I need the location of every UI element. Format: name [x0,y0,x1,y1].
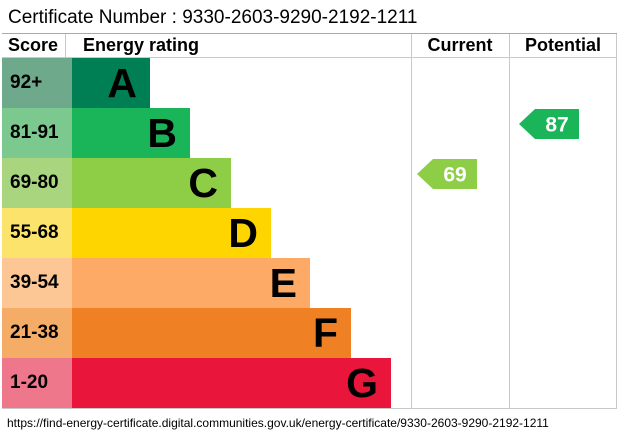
band-letter-d: D [228,210,258,256]
score-range-a: 92+ [10,72,43,93]
band-letter-c: C [188,160,218,206]
column-header-energy-rating: Energy rating [83,35,200,55]
score-range-e: 39-54 [10,272,59,293]
table-top-border [2,33,617,34]
potential-arrow-shape [519,109,579,139]
column-header-score: Score [8,35,59,55]
score-column-divider [65,34,66,57]
band-letter-b: B [147,110,177,156]
score-cell-g: 1-20 [2,358,72,408]
score-cell-d: 55-68 [2,208,72,258]
band-bar-f: F [72,308,351,358]
score-cell-e: 39-54 [2,258,72,308]
header-underline [2,57,617,58]
score-cell-a: 92+ [2,58,72,108]
table-right-border [616,34,617,408]
band-letter-f: F [312,310,338,356]
score-range-g: 1-20 [10,372,49,393]
column-header-potential: Potential [524,35,601,55]
current-arrow-shape [417,159,477,189]
certificate-number: Certificate Number : 9330-2603-9290-2192… [8,7,418,28]
current-column-divider [411,34,412,408]
current-arrow: 69 [417,159,477,189]
score-range-b: 81-91 [10,122,59,143]
potential-value: 87 [545,114,568,137]
footer-url: https://find-energy-certificate.digital.… [7,416,549,430]
band-bar-b: B [72,108,190,158]
score-cell-b: 81-91 [2,108,72,158]
current-value: 69 [443,164,466,187]
band-bar-e: E [72,258,310,308]
score-range-f: 21-38 [10,322,59,343]
potential-arrow: 87 [519,109,579,139]
potential-column-divider [509,34,510,408]
band-letter-a: A [107,60,137,106]
score-cell-f: 21-38 [2,308,72,358]
band-letter-e: E [269,260,297,306]
score-cell-c: 69-80 [2,158,72,208]
band-bar-g: G [72,358,391,408]
score-range-c: 69-80 [10,172,59,193]
column-header-current: Current [427,35,493,55]
band-bar-c: C [72,158,231,208]
score-range-d: 55-68 [10,222,59,243]
band-bar-d: D [72,208,271,258]
band-bar-a: A [72,58,150,108]
table-bottom-border [2,408,617,409]
band-letter-g: G [346,360,378,406]
